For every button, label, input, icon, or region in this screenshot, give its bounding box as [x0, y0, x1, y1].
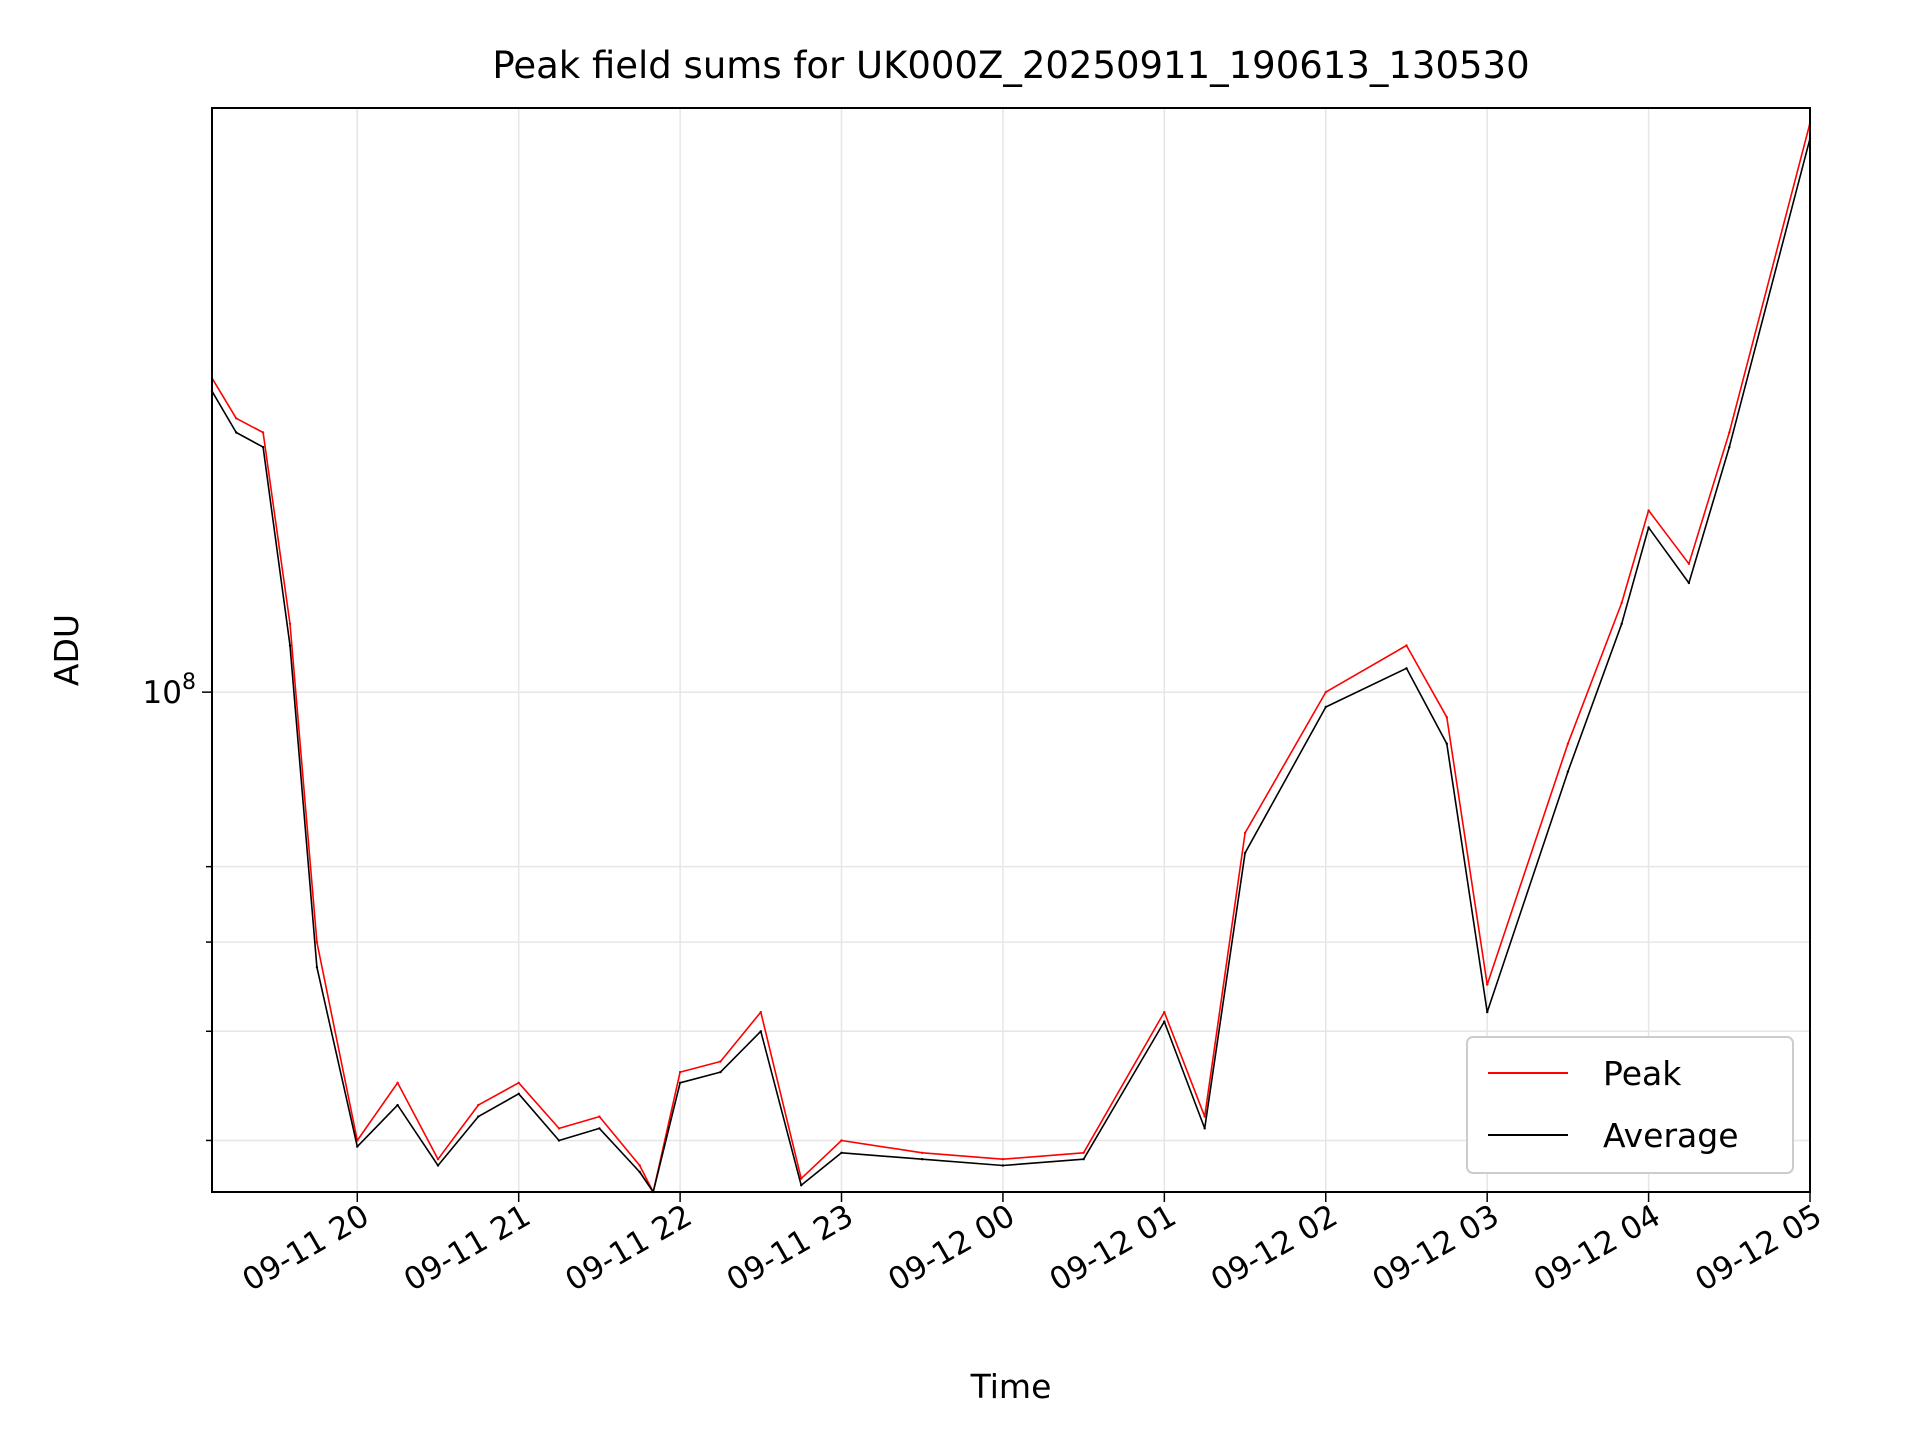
x-axis-label: Time [970, 1367, 1052, 1406]
data-point-average [261, 445, 265, 449]
data-point-peak [261, 431, 265, 434]
data-point-average [1001, 1164, 1005, 1167]
data-point-average [1620, 622, 1623, 625]
data-point-average [436, 1164, 440, 1167]
data-point-average [1324, 705, 1328, 709]
data-point-peak [288, 622, 292, 625]
data-point-average [1687, 581, 1691, 585]
series-layer [210, 121, 1812, 1194]
data-point-peak [1486, 983, 1489, 986]
data-point-average [1163, 1020, 1166, 1023]
data-point-average [840, 1151, 843, 1155]
chart-title: Peak field sums for UK000Z_20250911_1906… [492, 44, 1529, 87]
legend-average-label: Average [1603, 1116, 1739, 1155]
data-point-peak [598, 1115, 601, 1118]
data-point-peak [1082, 1151, 1085, 1155]
data-point-average [678, 1081, 682, 1085]
data-point-peak [800, 1177, 803, 1180]
data-point-peak [396, 1081, 399, 1085]
data-point-peak [1405, 644, 1408, 647]
data-point-average [1566, 770, 1570, 773]
data-point-peak [1243, 831, 1247, 835]
data-point-average [288, 644, 292, 647]
data-point-average [1203, 1127, 1206, 1130]
y-tick-label: 108 [143, 670, 196, 711]
legend-box [1466, 1036, 1794, 1174]
data-point-average [1243, 851, 1247, 855]
data-point-peak [1566, 742, 1570, 745]
data-point-average [517, 1092, 520, 1096]
data-point-peak [1620, 601, 1623, 605]
data-point-peak [921, 1151, 924, 1155]
data-point-average [719, 1070, 722, 1074]
data-point-average [396, 1103, 399, 1107]
data-point-peak [840, 1139, 843, 1142]
data-point-peak [1001, 1158, 1005, 1161]
legend-peak-label: Peak [1603, 1054, 1682, 1093]
data-point-average [1728, 445, 1731, 449]
data-point-peak [1203, 1115, 1206, 1118]
data-point-peak [517, 1081, 520, 1085]
data-point-peak [315, 940, 319, 944]
data-point-average [1486, 1010, 1489, 1014]
data-point-peak [638, 1164, 641, 1167]
data-point-peak [1728, 431, 1731, 434]
data-point-peak [678, 1070, 682, 1074]
plot-frame [211, 107, 1811, 1193]
data-point-average [315, 966, 319, 969]
legend: Peak Average [1466, 1036, 1794, 1174]
y-axis-label: ADU [47, 614, 86, 686]
data-point-average [1647, 526, 1650, 529]
data-point-peak [557, 1127, 561, 1130]
data-point-average [1445, 742, 1449, 745]
data-point-peak [1163, 1010, 1166, 1014]
data-point-average [235, 431, 238, 434]
data-point-average [598, 1127, 601, 1130]
data-point-peak [1324, 690, 1328, 694]
y-axis-ticks: 108 [143, 670, 212, 1142]
data-point-peak [759, 1010, 762, 1014]
data-point-average [800, 1184, 803, 1187]
data-point-average [921, 1158, 924, 1161]
data-point-peak [477, 1103, 480, 1107]
data-point-average [477, 1115, 480, 1118]
data-point-average [1082, 1158, 1085, 1161]
data-point-peak [436, 1158, 440, 1161]
data-point-peak [1647, 509, 1650, 512]
data-point-peak [719, 1060, 722, 1063]
data-point-peak [235, 417, 238, 420]
data-point-peak [1687, 562, 1691, 565]
data-point-average [638, 1170, 641, 1174]
data-point-peak [1445, 716, 1449, 719]
data-point-average [1405, 667, 1408, 670]
data-point-average [356, 1145, 359, 1148]
data-point-average [557, 1139, 561, 1142]
data-point-average [759, 1030, 762, 1033]
